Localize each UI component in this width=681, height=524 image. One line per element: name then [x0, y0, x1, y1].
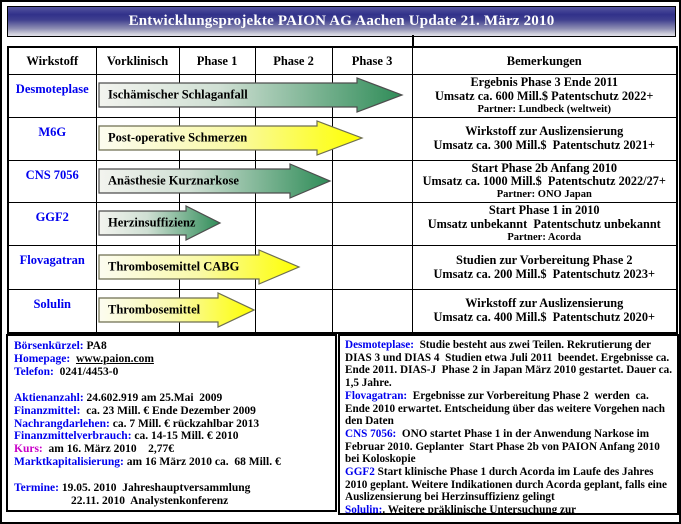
column-header-phase2: Phase 2 — [254, 46, 333, 75]
column-header-wirkstoff: Wirkstoff — [7, 46, 97, 75]
remark-line: Umsatz unbekannt Patentschutz unbekannt — [427, 216, 661, 231]
partner-line: Partner: Lundbeck (weltweit) — [477, 103, 612, 115]
drug-name: CNS 7056 — [7, 160, 97, 203]
column-header-bemerkungen: Bemerkungen — [411, 46, 678, 75]
arrow-label: Anästhesie Kurznarkose — [108, 173, 239, 188]
pipeline-arrow-solulin: Thrombosemittel — [98, 292, 256, 328]
remark-line: Wirkstoff zur Auslizensierung — [465, 295, 624, 310]
column-header-phase1: Phase 1 — [178, 46, 256, 75]
column-header-vorklinisch: Vorklinisch — [95, 46, 180, 75]
arrow-label: Thrombosemittel CABG — [108, 259, 240, 274]
pipeline-arrow-cns7056: Anästhesie Kurznarkose — [98, 163, 332, 199]
info-row-marktkapitalisierung: Marktkapitalisierung: am 16 März 2010 ca… — [14, 456, 281, 469]
remark-line: Umsatz ca. 400 Mill.$ Patentschutz 2020+ — [433, 309, 655, 324]
remark-line: Umsatz ca. 200 Mill.$ Patentschutz 2023+ — [433, 266, 655, 281]
company-info-box: Börsenkürzel: PA8 Homepage: www.paion.co… — [6, 334, 337, 512]
info-row-aktienanzahl: Aktienanzahl: 24.602.919 am 25.Mai 2009 — [14, 391, 223, 404]
info-row-finanzmittelverbrauch: Finanzmittelverbrauch: ca. 14-15 Mill. €… — [14, 430, 239, 443]
phase-cell — [331, 245, 413, 290]
table-row: Desmoteplase Ergebnis Phase 3 Ende 2011 … — [7, 74, 678, 118]
drug-name: Desmoteplase — [7, 74, 97, 118]
remark-line: Ergebnis Phase 3 Ende 2011 — [470, 75, 619, 90]
pipeline-arrow-ggf2: Herzinsuffizienz — [98, 205, 222, 241]
remarks-cell: Start Phase 2b Anfang 2010 Umsatz ca. 10… — [411, 160, 678, 203]
arrow-label: Ischämischer Schlaganfall — [108, 87, 248, 102]
arrow-shape-yellow — [98, 292, 256, 328]
note-solulin: Solulin:. Weitere präklinische Untersuch… — [345, 504, 576, 515]
remarks-cell: Studien zur Vorbereitung Phase 2 Umsatz … — [411, 245, 678, 290]
info-row-finanzmittel: Finanzmittel: ca. 23 Mill. € Ende Dezemb… — [14, 404, 256, 417]
note-cns7056: CNS 7056: ONO startet Phase 1 in der Anw… — [345, 427, 663, 466]
arrow-shape-green — [98, 77, 404, 113]
phase-cell — [254, 289, 333, 333]
drug-name: GGF2 — [7, 202, 97, 246]
header-row: Wirkstoff Vorklinisch Phase 1 Phase 2 Ph… — [7, 46, 678, 75]
arrow-label: Herzinsuffizienz — [108, 215, 196, 230]
pipeline-arrow-m6g: Post-operative Schmerzen — [98, 120, 364, 156]
remarks-cell: Start Phase 1 in 2010 Umsatz unbekannt P… — [411, 202, 678, 246]
remark-line: Start Phase 1 in 2010 — [488, 203, 600, 218]
info-row-nachrangdarlehen: Nachrangdarlehen: ca. 7 Mill. € rückzahl… — [14, 417, 260, 430]
remarks-cell: Ergebnis Phase 3 Ende 2011 Umsatz ca. 60… — [411, 74, 678, 118]
arrow-label: Thrombosemittel — [108, 302, 201, 317]
remark-line: Start Phase 2b Anfang 2010 — [471, 160, 618, 175]
info-row-termine: Termine: 19.05. 2010 Jahreshauptversamml… — [14, 482, 251, 495]
drug-name: Solulin — [7, 289, 97, 333]
arrow-label: Post-operative Schmerzen — [108, 130, 248, 145]
phase-cell — [331, 289, 413, 333]
arrow-shape-yellow — [98, 249, 301, 285]
phase-cell — [254, 202, 333, 246]
pipeline-arrow-flovagatran: Thrombosemittel CABG — [98, 249, 301, 285]
remark-line: Umsatz ca. 1000 Mill.$ Patentschutz 2022… — [422, 174, 666, 189]
note-desmoteplase: Desmoteplase: Studie besteht aus zwei Te… — [345, 339, 675, 390]
drug-name: M6G — [7, 117, 97, 161]
phase-cell — [331, 202, 413, 246]
page-title: Entwicklungsprojekte PAION AG Aachen Upd… — [128, 13, 555, 29]
arrow-shape-green — [98, 205, 222, 241]
partner-line: Partner: ONO Japan — [496, 189, 592, 201]
info-row-telefon: Telefon: 0241/4453-0 — [14, 365, 119, 378]
note-ggf2: GGF2 Start klinische Phase 1 durch Acord… — [345, 466, 670, 504]
column-header-phase3: Phase 3 — [331, 46, 413, 75]
partner-line: Partner: Acorda — [507, 231, 582, 243]
project-notes-box: Desmoteplase: Studie besteht aus zwei Te… — [338, 334, 679, 515]
remark-line: Umsatz ca. 600 Mill.$ Patentschutz 2022+ — [435, 88, 654, 103]
homepage-link[interactable]: www.paion.com — [75, 352, 154, 365]
arrow-shape-green — [98, 163, 332, 199]
phase-cell — [331, 160, 413, 203]
arrow-shape-yellow — [98, 120, 364, 156]
remark-line: Wirkstoff zur Auslizensierung — [465, 124, 624, 139]
note-flovagatran: Flovagatran: Ergebnisse zur Vorbereitung… — [345, 389, 668, 428]
remarks-cell: Wirkstoff zur Auslizensierung Umsatz ca.… — [411, 117, 678, 161]
remark-line: Studien zur Vorbereitung Phase 2 — [455, 252, 633, 267]
info-row-homepage: Homepage: www.paion.com — [14, 352, 154, 365]
info-row-termine-2: 22.11. 2010 Analystenkonferenz — [71, 495, 229, 508]
pipeline-table: Wirkstoff Vorklinisch Phase 1 Phase 2 Ph… — [7, 46, 678, 334]
info-row-kurs: Kurs: am 16. März 2010 2,77€ — [14, 443, 175, 456]
divider-stub — [412, 35, 414, 46]
pipeline-arrow-desmoteplase: Ischämischer Schlaganfall — [98, 77, 404, 113]
title-bar: Entwicklungsprojekte PAION AG Aachen Upd… — [7, 6, 676, 37]
remark-line: Umsatz ca. 300 Mill.$ Patentschutz 2021+ — [433, 138, 655, 152]
remarks-cell: Wirkstoff zur Auslizensierung Umsatz ca.… — [411, 289, 678, 333]
drug-name: Flovagatran — [7, 245, 97, 290]
info-row-boersenkuerzel: Börsenkürzel: PA8 — [14, 340, 107, 352]
